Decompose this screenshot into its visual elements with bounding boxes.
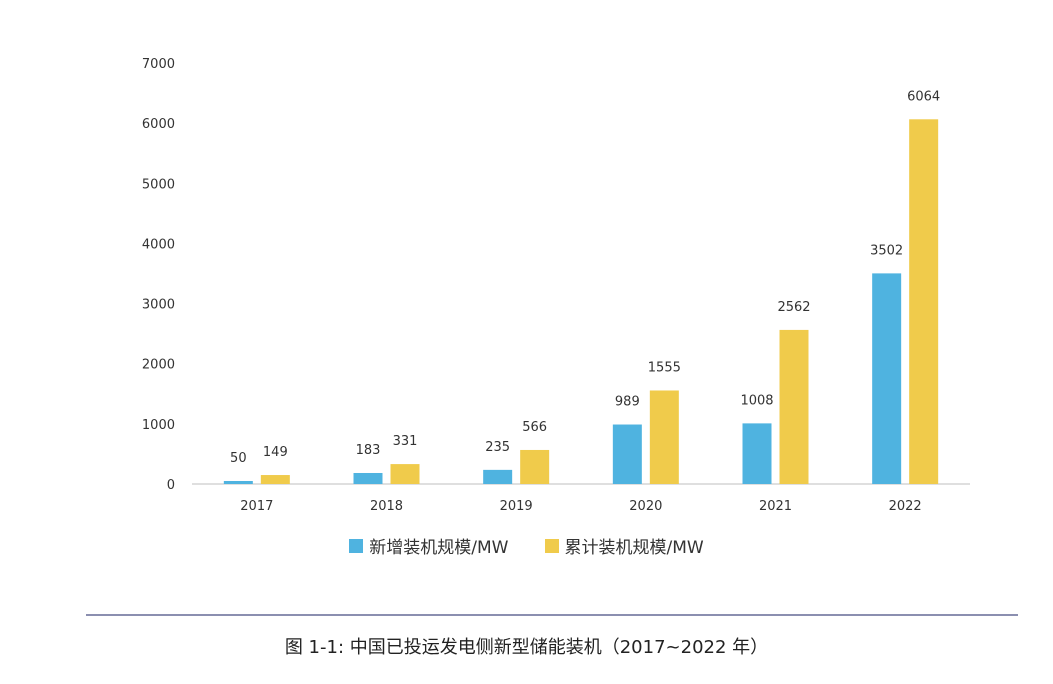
bar-cumulative-2019: [520, 449, 550, 484]
data-label-cumulative-2021: 2562: [777, 300, 810, 315]
x-axis: 2017 2018 2019 2020 2021 2022: [240, 499, 921, 514]
bar-cumulative-2018: [390, 464, 420, 484]
bars: 50 149 183 331 235 566 989 1555 1008 2562 3502 6064: [223, 89, 940, 485]
legend-label-cumulative: 累计装机规模/MW: [564, 538, 704, 558]
bar-cumulative-2021: [779, 329, 809, 484]
y-tick-label: 7000: [142, 57, 175, 72]
caption-divider: [86, 614, 1018, 616]
bar-new-2017: [223, 480, 253, 484]
bar-chart: 0 1000 2000 3000 4000 5000 6000 7000 50 149 183 33…: [142, 57, 970, 514]
bar-cumulative-2017: [260, 475, 290, 484]
bar-new-2021: [742, 423, 772, 484]
bar-cumulative-2020: [649, 390, 679, 484]
bar-new-2020: [612, 424, 642, 484]
data-label-new-2022: 3502: [870, 243, 903, 258]
y-tick-label: 2000: [142, 358, 175, 373]
x-tick-label: 2018: [370, 499, 403, 514]
data-label-cumulative-2019: 566: [522, 420, 547, 435]
legend-swatch-new: [349, 538, 364, 553]
data-label-new-2021: 1008: [740, 393, 773, 408]
y-tick-label: 0: [167, 478, 175, 493]
data-label-new-2017: 50: [230, 451, 247, 466]
x-tick-label: 2017: [240, 499, 273, 514]
figure-caption: 图 1-1: 中国已投运发电侧新型储能装机（2017~2022 年）: [284, 637, 769, 658]
legend: 新增装机规模/MW 累计装机规模/MW: [0, 533, 1053, 558]
x-tick-label: 2021: [759, 499, 792, 514]
bar-new-2018: [353, 472, 383, 484]
data-label-cumulative-2020: 1555: [648, 360, 681, 375]
y-axis: 0 1000 2000 3000 4000 5000 6000 7000: [142, 57, 175, 493]
legend-label-new: 新增装机规模/MW: [369, 538, 509, 558]
data-label-cumulative-2017: 149: [263, 445, 288, 460]
data-label-new-2019: 235: [485, 440, 510, 455]
legend-swatch-cumulative: [544, 538, 559, 553]
x-tick-label: 2022: [889, 499, 922, 514]
y-tick-label: 3000: [142, 298, 175, 313]
bar-new-2022: [872, 273, 902, 484]
bar-cumulative-2022: [909, 119, 939, 485]
data-label-cumulative-2018: 331: [393, 434, 418, 449]
x-tick-label: 2019: [500, 499, 533, 514]
data-label-new-2020: 989: [615, 395, 640, 410]
data-label-new-2018: 183: [356, 443, 381, 458]
legend-item-cumulative: 累计装机规模/MW: [544, 533, 704, 558]
x-tick-label: 2020: [629, 499, 662, 514]
legend-item-new: 新增装机规模/MW: [349, 533, 509, 558]
y-tick-label: 6000: [142, 117, 175, 132]
y-tick-label: 1000: [142, 418, 175, 433]
y-tick-label: 5000: [142, 177, 175, 192]
y-tick-label: 4000: [142, 237, 175, 252]
data-label-cumulative-2022: 6064: [907, 89, 940, 104]
bar-new-2019: [483, 469, 513, 484]
